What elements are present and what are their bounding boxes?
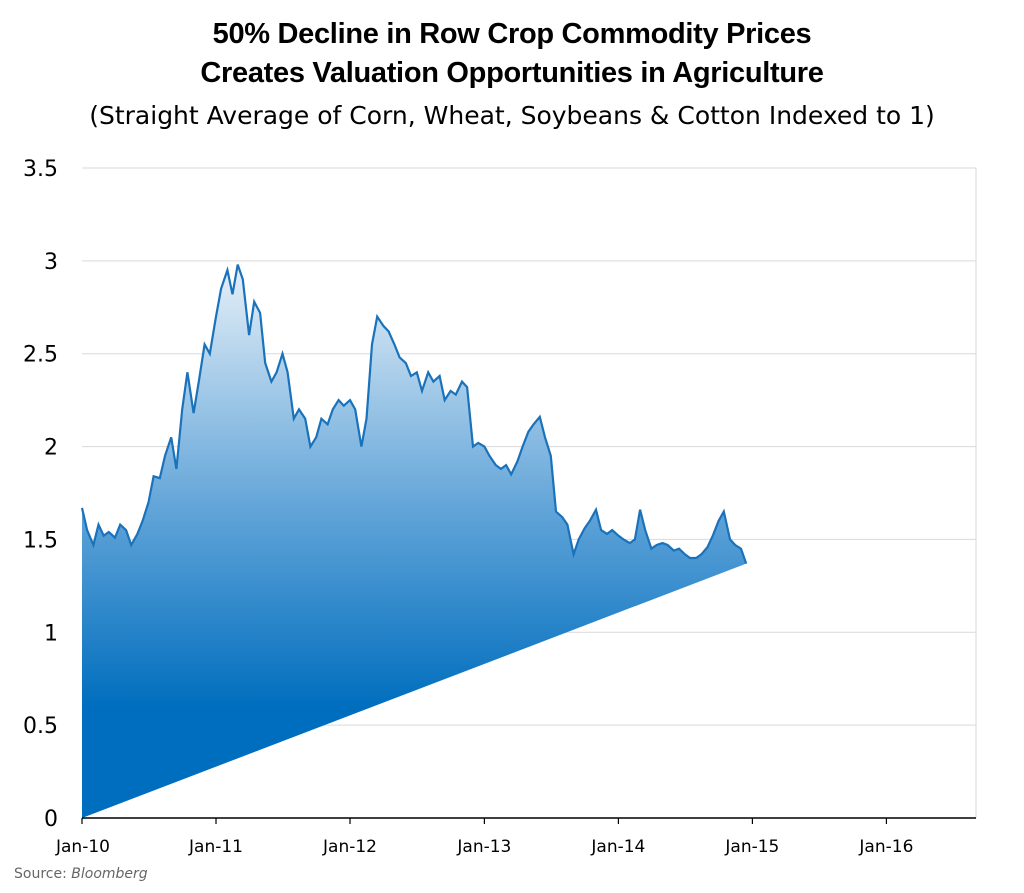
y-tick-label: 0.5 xyxy=(23,714,58,739)
source-note: Source: Bloomberg xyxy=(14,866,148,882)
x-tick-label: Jan-12 xyxy=(322,837,377,857)
y-tick-label: 2.5 xyxy=(23,343,58,368)
x-tick-label: Jan-11 xyxy=(188,837,243,857)
x-tick-label: Jan-13 xyxy=(456,837,511,857)
chart-title-line2: Creates Valuation Opportunities in Agric… xyxy=(200,57,824,89)
chart-title-line1: 50% Decline in Row Crop Commodity Prices xyxy=(212,18,812,50)
chart-subtitle: (Straight Average of Corn, Wheat, Soybea… xyxy=(89,101,935,130)
y-tick-label: 3 xyxy=(44,250,58,275)
y-tick-label: 1 xyxy=(44,621,58,646)
y-tick-label: 0 xyxy=(44,807,58,832)
source-label: Source: xyxy=(14,866,67,882)
y-axis-ticks: 0 0.5 1 1.5 2 2.5 3 3.5 xyxy=(23,157,58,832)
x-tick-label: Jan-16 xyxy=(858,837,913,857)
area-fill xyxy=(82,264,747,819)
x-tick-label: Jan-15 xyxy=(724,837,779,857)
x-axis-ticks: Jan-10 Jan-11 Jan-12 Jan-13 Jan-14 Jan-15 Jan-… xyxy=(55,818,913,857)
series-line xyxy=(80,264,748,564)
x-tick-label: Jan-10 xyxy=(55,837,110,857)
y-tick-label: 3.5 xyxy=(23,157,58,182)
y-tick-label: 2 xyxy=(44,436,58,461)
x-tick-label: Jan-14 xyxy=(590,837,645,857)
source-name: Bloomberg xyxy=(71,866,148,882)
y-tick-label: 1.5 xyxy=(23,528,58,553)
